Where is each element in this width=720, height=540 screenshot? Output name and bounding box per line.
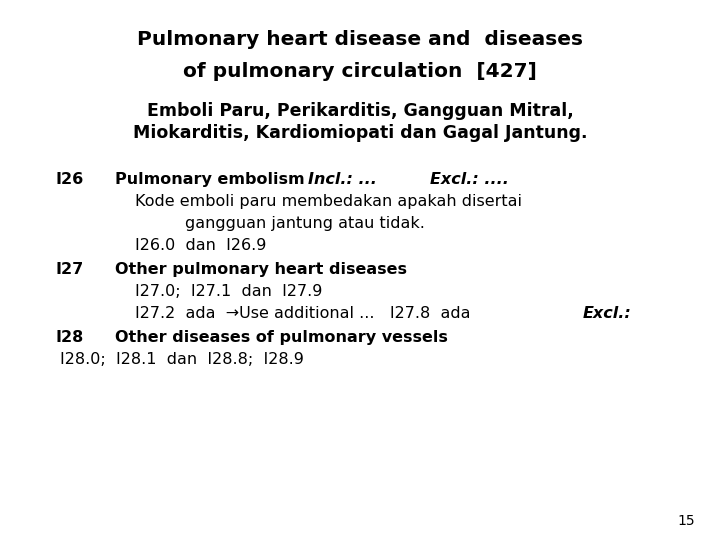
Text: gangguan jantung atau tidak.: gangguan jantung atau tidak. — [185, 216, 425, 231]
Text: Miokarditis, Kardiomiopati dan Gagal Jantung.: Miokarditis, Kardiomiopati dan Gagal Jan… — [132, 124, 588, 142]
Text: Pulmonary embolism: Pulmonary embolism — [115, 172, 305, 187]
Text: Incl.: ...: Incl.: ... — [308, 172, 377, 187]
Text: Other pulmonary heart diseases: Other pulmonary heart diseases — [115, 262, 407, 277]
Text: I27.2  ada  →Use additional ...   I27.8  ada: I27.2 ada →Use additional ... I27.8 ada — [135, 306, 481, 321]
Text: Other diseases of pulmonary vessels: Other diseases of pulmonary vessels — [115, 330, 448, 345]
Text: of pulmonary circulation  [427]: of pulmonary circulation [427] — [183, 62, 537, 81]
Text: I27: I27 — [55, 262, 84, 277]
Text: 15: 15 — [678, 514, 695, 528]
Text: I26.0  dan  I26.9: I26.0 dan I26.9 — [135, 238, 266, 253]
Text: Kode emboli paru membedakan apakah disertai: Kode emboli paru membedakan apakah diser… — [135, 194, 522, 209]
Text: Emboli Paru, Perikarditis, Gangguan Mitral,: Emboli Paru, Perikarditis, Gangguan Mitr… — [147, 102, 573, 120]
Text: Excl.:: Excl.: — [583, 306, 631, 321]
Text: I26: I26 — [55, 172, 84, 187]
Text: I28: I28 — [55, 330, 84, 345]
Text: Excl.: ....: Excl.: .... — [430, 172, 509, 187]
Text: I28.0;  I28.1  dan  I28.8;  I28.9: I28.0; I28.1 dan I28.8; I28.9 — [60, 352, 304, 367]
Text: I27.0;  I27.1  dan  I27.9: I27.0; I27.1 dan I27.9 — [135, 284, 323, 299]
Text: Pulmonary heart disease and  diseases: Pulmonary heart disease and diseases — [137, 30, 583, 49]
